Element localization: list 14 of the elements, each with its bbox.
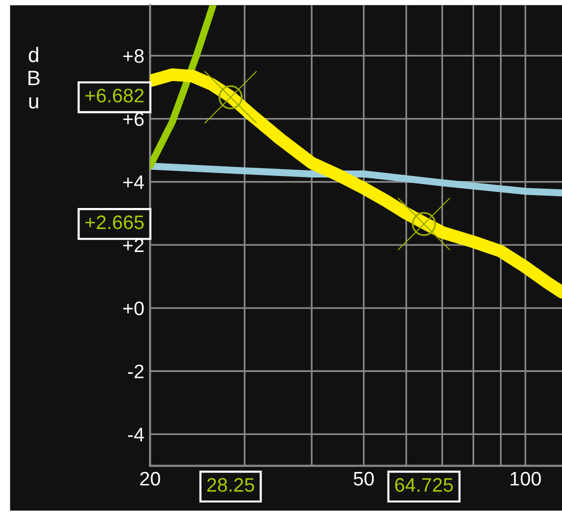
y-tick-label: +6 bbox=[123, 112, 144, 126]
text: 28.25 bbox=[207, 478, 254, 492]
text: 64.725 bbox=[395, 478, 453, 492]
x-tick-label: 20 bbox=[140, 472, 160, 486]
y-tick-label: +4 bbox=[123, 176, 144, 189]
y-tick-label: -2 bbox=[128, 364, 144, 378]
y-tick-label: +8 bbox=[123, 49, 144, 63]
text: +2.665 bbox=[85, 215, 144, 230]
x-tick-label: 100 bbox=[510, 472, 541, 486]
y-axis-title: dBu bbox=[28, 46, 40, 109]
text: +6.682 bbox=[85, 88, 144, 102]
y-tick-label: -4 bbox=[128, 428, 144, 442]
x-tick-label: 50 bbox=[354, 472, 374, 486]
y-tick-label: +0 bbox=[123, 302, 144, 316]
